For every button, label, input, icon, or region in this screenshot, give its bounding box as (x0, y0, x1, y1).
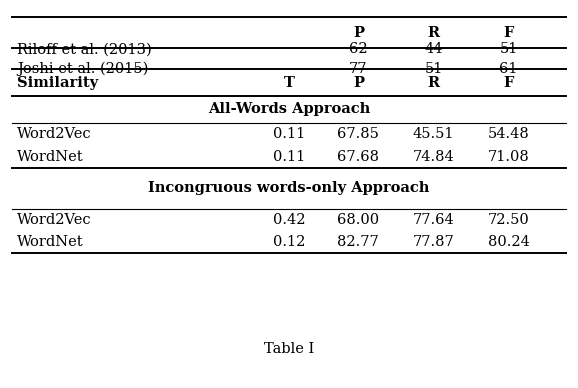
Text: 67.85: 67.85 (338, 127, 379, 141)
Text: P: P (353, 26, 364, 40)
Text: All-Words Approach: All-Words Approach (208, 102, 370, 116)
Text: 0.42: 0.42 (273, 213, 305, 227)
Text: 72.50: 72.50 (488, 213, 529, 227)
Text: T: T (284, 76, 294, 90)
Text: R: R (428, 26, 439, 40)
Text: 51: 51 (424, 62, 443, 76)
Text: Word2Vec: Word2Vec (17, 127, 92, 141)
Text: R: R (428, 76, 439, 90)
Text: 74.84: 74.84 (413, 150, 454, 164)
Text: 54.48: 54.48 (488, 127, 529, 141)
Text: Table I: Table I (264, 342, 314, 356)
Text: Word2Vec: Word2Vec (17, 213, 92, 227)
Text: 0.11: 0.11 (273, 150, 305, 164)
Text: 0.12: 0.12 (273, 236, 305, 249)
Text: Riloff et al. (2013): Riloff et al. (2013) (17, 42, 152, 56)
Text: 68.00: 68.00 (338, 213, 379, 227)
Text: 62: 62 (349, 42, 368, 56)
Text: 0.11: 0.11 (273, 127, 305, 141)
Text: 71.08: 71.08 (488, 150, 529, 164)
Text: 77: 77 (349, 62, 368, 76)
Text: 44: 44 (424, 42, 443, 56)
Text: 77.87: 77.87 (413, 236, 454, 249)
Text: Incongruous words-only Approach: Incongruous words-only Approach (149, 181, 429, 195)
Text: WordNet: WordNet (17, 236, 84, 249)
Text: 51: 51 (499, 42, 518, 56)
Text: F: F (503, 76, 514, 90)
Text: Similarity: Similarity (17, 76, 98, 90)
Text: 61: 61 (499, 62, 518, 76)
Text: P: P (353, 76, 364, 90)
Text: WordNet: WordNet (17, 150, 84, 164)
Text: 67.68: 67.68 (338, 150, 379, 164)
Text: 77.64: 77.64 (413, 213, 454, 227)
Text: F: F (503, 26, 514, 40)
Text: 80.24: 80.24 (488, 236, 529, 249)
Text: Joshi et al. (2015): Joshi et al. (2015) (17, 61, 149, 76)
Text: 45.51: 45.51 (413, 127, 454, 141)
Text: 82.77: 82.77 (338, 236, 379, 249)
